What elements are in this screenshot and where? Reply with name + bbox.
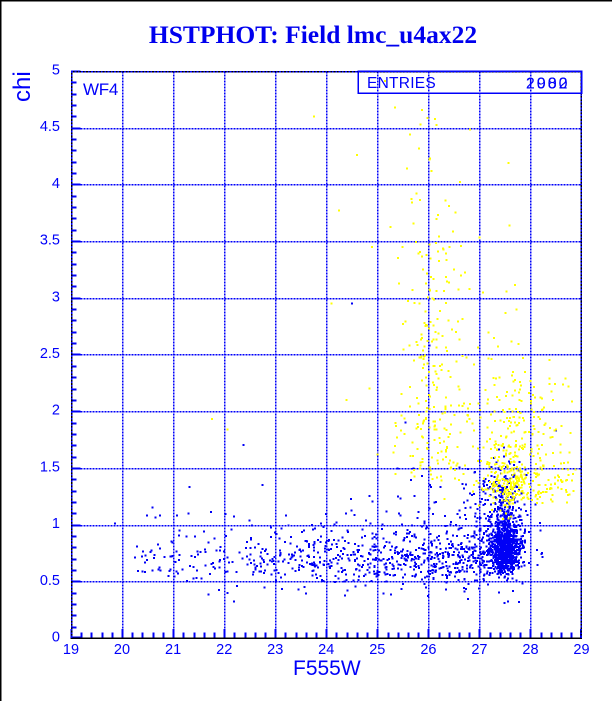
svg-text:5: 5 <box>52 63 60 79</box>
svg-text:WF4: WF4 <box>83 80 118 99</box>
svg-text:4.5: 4.5 <box>40 119 60 135</box>
svg-text:2: 2 <box>52 403 60 419</box>
svg-text:24: 24 <box>318 642 334 658</box>
svg-text:21: 21 <box>165 642 181 658</box>
svg-text:20: 20 <box>114 642 130 658</box>
svg-text:ENTRIES: ENTRIES <box>367 75 436 92</box>
svg-text:28: 28 <box>522 642 538 658</box>
svg-text:2082: 2082 <box>526 76 570 93</box>
svg-text:22: 22 <box>216 642 232 658</box>
svg-text:26: 26 <box>420 642 436 658</box>
svg-text:0.5: 0.5 <box>40 573 60 589</box>
svg-text:3.5: 3.5 <box>40 233 60 249</box>
svg-text:1900: 1900 <box>526 76 570 93</box>
svg-text:23: 23 <box>267 642 283 658</box>
svg-text:19: 19 <box>63 642 79 658</box>
svg-text:27: 27 <box>471 642 487 658</box>
svg-text:29: 29 <box>573 642 589 658</box>
svg-text:1.5: 1.5 <box>40 459 60 475</box>
svg-text:25: 25 <box>369 642 385 658</box>
svg-text:0: 0 <box>52 630 60 646</box>
svg-text:HSTPHOT: Field lmc_u4ax22: HSTPHOT: Field lmc_u4ax22 <box>149 20 477 49</box>
svg-text:4: 4 <box>52 176 60 192</box>
svg-text:2.5: 2.5 <box>40 346 60 362</box>
svg-text:chi: chi <box>9 71 36 102</box>
svg-text:F555W: F555W <box>293 657 361 680</box>
svg-text:1: 1 <box>52 516 60 532</box>
svg-text:3: 3 <box>52 289 60 305</box>
